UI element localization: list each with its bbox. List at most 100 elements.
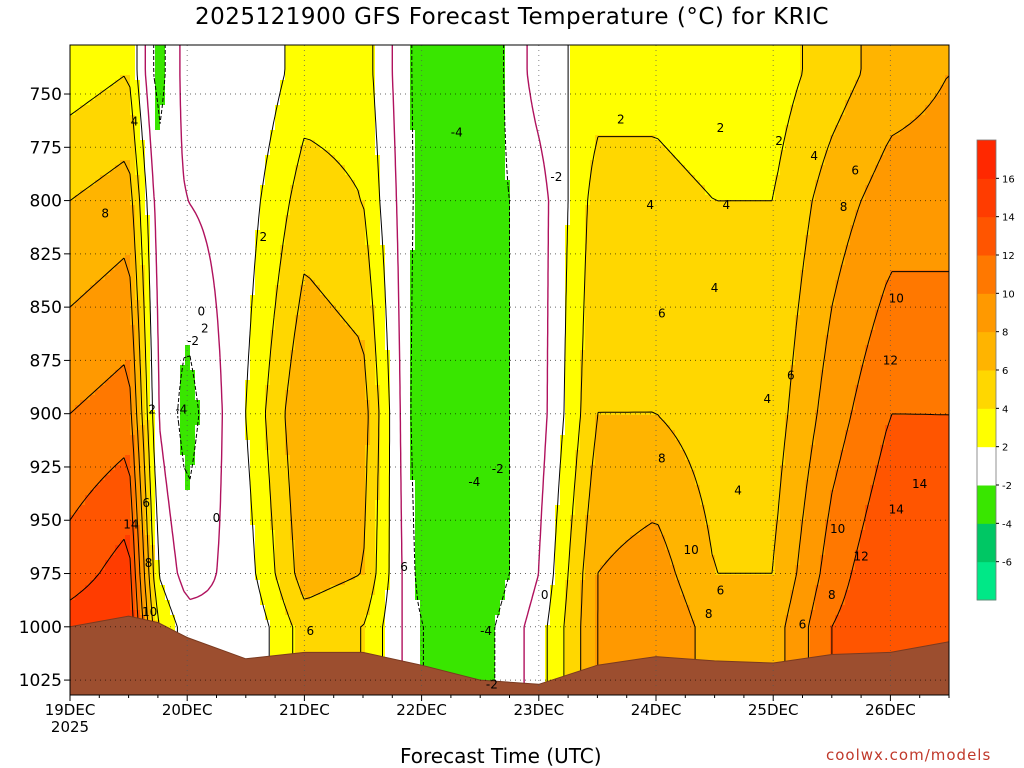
contour-lines — [70, 45, 949, 695]
contour-label: -4 — [480, 624, 492, 638]
contour-label: 4 — [810, 149, 818, 163]
colorbar-label: 10 — [1002, 289, 1015, 300]
contour-label: 2 — [201, 321, 209, 335]
contour-label: -4 — [468, 475, 480, 489]
contour-label: -4 — [175, 402, 187, 416]
contour-label: 6 — [799, 618, 807, 632]
contour-label: 10 — [684, 543, 699, 557]
contour-label: 2 — [617, 113, 625, 127]
y-tick-label: 950 — [30, 511, 62, 531]
colorbar-swatch — [977, 408, 996, 448]
contour-label: 8 — [658, 451, 666, 465]
y-tick-label: 750 — [30, 85, 62, 105]
contour--2 — [153, 45, 510, 695]
colorbar-swatch — [977, 485, 996, 524]
colorbar-swatch — [977, 293, 996, 333]
contour-label: 6 — [306, 624, 314, 638]
x-axis-label: Forecast Time (UTC) — [400, 744, 602, 768]
x-tick-label: 23DEC — [514, 701, 565, 719]
x-axis: 19DEC 20DEC 21DEC 22DEC 23DEC 24DEC 25DEC 26DEC… — [45, 695, 950, 736]
credit-link[interactable]: coolwx.com/models — [826, 746, 991, 764]
contour-label: 12 — [853, 549, 868, 563]
contour-label: 0 — [197, 304, 205, 318]
colorbar-label: 6 — [1002, 366, 1008, 377]
contour-label: 4 — [711, 281, 719, 295]
contour-label: 10 — [142, 605, 157, 619]
terrain-layer — [70, 615, 949, 695]
y-tick-label: 900 — [30, 405, 62, 425]
temperature-field — [70, 45, 949, 695]
contour-6 — [70, 45, 862, 695]
contour-label: 14 — [889, 503, 904, 517]
contour-label: 6 — [787, 368, 795, 382]
contour-labels: 48261481002-2-40266-4-2-2-4-4-2024681068… — [101, 113, 927, 692]
contour-label: -2 — [492, 462, 504, 476]
contour-label: 8 — [840, 200, 848, 214]
colorbar: -6 -4 -2 2 4 6 8 10 12 14 16 — [976, 139, 1015, 601]
colorbar-swatch — [977, 140, 996, 179]
x-tick-label: 22DEC — [396, 701, 447, 719]
contour-label: 2 — [717, 121, 725, 135]
contour-label: -4 — [451, 125, 463, 139]
colorbar-swatch — [977, 561, 996, 601]
contour-label: 8 — [101, 206, 109, 220]
contour-label: 2 — [775, 134, 783, 148]
contour-label: 2 — [260, 230, 268, 244]
colorbar-swatch — [977, 523, 996, 563]
colorbar-swatch — [977, 178, 996, 218]
y-tick-label: 825 — [30, 245, 62, 265]
x-year-label: 2025 — [51, 718, 89, 736]
contour-label: 0 — [541, 588, 549, 602]
colorbar-label: 8 — [1002, 328, 1008, 339]
contour-label: 8 — [705, 607, 713, 621]
contour-label: 6 — [142, 496, 150, 510]
contour-8 — [70, 75, 949, 695]
y-tick-label: 775 — [30, 138, 62, 158]
x-tick-label: 19DEC — [45, 701, 96, 719]
colorbar-swatch — [977, 446, 996, 486]
chart-title: 2025121900 GFS Forecast Temperature (°C)… — [0, 4, 1024, 30]
y-tick-label: 1000 — [19, 618, 62, 638]
terrain-surface — [70, 615, 949, 695]
contour-label: 4 — [646, 198, 654, 212]
x-tick-label: 26DEC — [865, 701, 916, 719]
x-tick-label: 25DEC — [748, 701, 799, 719]
colorbar-label: 4 — [1002, 404, 1008, 415]
colorbar-swatch — [977, 370, 996, 409]
colorbar-label: 2 — [1002, 443, 1008, 454]
colorbar-label: -4 — [1002, 519, 1012, 530]
contour-label: -2 — [187, 334, 199, 348]
contour-label: 6 — [851, 164, 859, 178]
contour-label: -2 — [550, 170, 562, 184]
colorbar-label: 14 — [1002, 213, 1015, 224]
x-tick-label: 24DEC — [631, 701, 682, 719]
colorbar-label: -6 — [1002, 558, 1012, 569]
colorbar-label: 16 — [1002, 174, 1015, 185]
colorbar-swatch — [977, 216, 996, 256]
contour-label: 10 — [889, 292, 904, 306]
contour-label: 8 — [828, 588, 836, 602]
contour-label: 2 — [148, 402, 156, 416]
colorbar-label: 12 — [1002, 251, 1015, 262]
contour-label: 6 — [717, 584, 725, 598]
y-tick-label: 800 — [30, 192, 62, 212]
contour-label: 12 — [883, 353, 898, 367]
contour-label: 14 — [123, 518, 138, 532]
contour-label: 4 — [131, 115, 139, 129]
contour-4 — [70, 45, 803, 695]
y-tick-label: 875 — [30, 351, 62, 371]
contour-label: -2 — [486, 677, 498, 691]
colorbar-swatch — [977, 255, 996, 294]
y-tick-label: 850 — [30, 298, 62, 318]
colorbar-label: -2 — [1002, 481, 1012, 492]
colorbar-swatch — [977, 331, 996, 371]
contour-label: 4 — [764, 392, 772, 406]
contour-label: 6 — [658, 307, 666, 321]
contour-2 — [136, 45, 569, 695]
contour-label: 6 — [400, 560, 408, 574]
contour-label: 4 — [734, 483, 742, 497]
contour-label: 14 — [912, 477, 927, 491]
contour-label: 0 — [213, 511, 221, 525]
y-tick-label: 925 — [30, 458, 62, 478]
